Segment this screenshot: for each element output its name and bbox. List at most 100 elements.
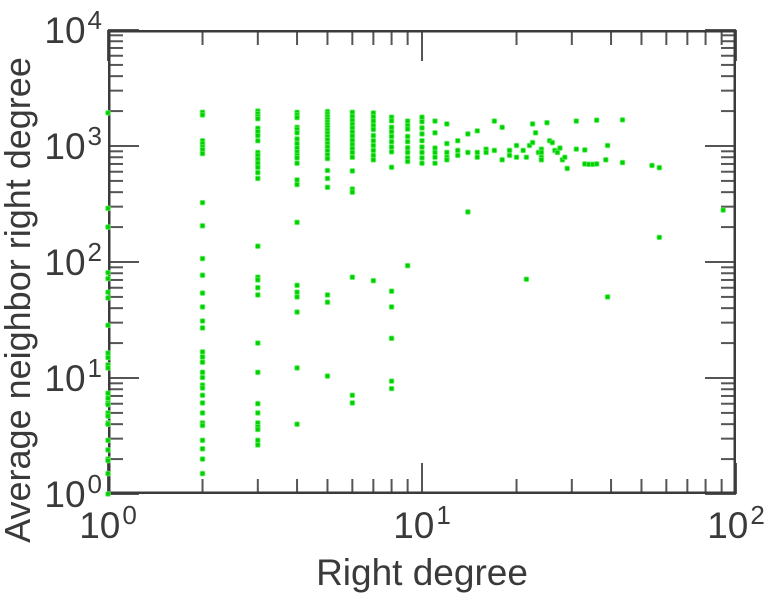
data-point <box>523 154 530 161</box>
data-point <box>324 299 331 306</box>
data-point <box>294 129 300 136</box>
data-point <box>294 155 300 161</box>
data-point <box>199 150 206 157</box>
data-point <box>255 426 261 433</box>
data-point <box>255 132 261 139</box>
data-point <box>388 133 395 140</box>
tick-label-exponent: 0 <box>87 469 102 499</box>
data-point <box>388 335 395 342</box>
data-point <box>499 157 505 163</box>
data-point <box>388 378 395 384</box>
data-point <box>105 354 111 361</box>
data-point <box>404 138 411 145</box>
data-point <box>474 154 481 161</box>
data-point <box>199 272 206 278</box>
data-point <box>388 117 395 124</box>
plot-canvas <box>105 29 737 497</box>
tick-label-exponent: 4 <box>87 5 102 35</box>
data-point <box>294 289 300 295</box>
data-point <box>432 149 438 156</box>
data-point <box>294 177 300 183</box>
data-point <box>370 137 377 144</box>
tick-label-exponent: 2 <box>750 500 764 530</box>
data-point <box>349 189 356 195</box>
data-point <box>349 149 356 156</box>
data-point <box>294 181 300 188</box>
data-point <box>199 112 206 118</box>
data-point <box>370 142 377 149</box>
data-point <box>294 282 300 289</box>
data-point <box>454 152 461 159</box>
data-point <box>370 118 377 124</box>
data-point <box>538 149 545 156</box>
data-point <box>419 114 425 121</box>
data-point <box>619 159 626 166</box>
data-point <box>105 421 111 427</box>
data-point <box>419 131 425 137</box>
data-point <box>349 168 356 174</box>
data-point <box>513 154 520 161</box>
data-point <box>544 119 550 126</box>
data-point <box>549 139 556 146</box>
data-point <box>388 164 395 171</box>
data-point <box>294 114 300 121</box>
y-tick-label: 104 <box>0 7 102 49</box>
data-point <box>294 136 300 142</box>
data-point <box>105 205 111 212</box>
data-point <box>523 276 530 283</box>
data-point <box>324 373 331 379</box>
tick-label-base: 10 <box>44 358 86 399</box>
data-point <box>404 144 411 151</box>
data-point <box>404 126 411 132</box>
data-point <box>324 167 331 174</box>
tick-label-base: 10 <box>44 474 86 515</box>
x-tick-label: 100 <box>79 502 137 544</box>
tick-label-base: 10 <box>44 126 86 167</box>
data-point <box>255 369 261 376</box>
data-point <box>349 274 356 280</box>
data-point <box>388 128 395 135</box>
data-point <box>199 354 206 360</box>
data-point <box>255 277 261 283</box>
data-point <box>491 118 498 124</box>
data-point <box>294 309 300 315</box>
data-point <box>388 385 395 392</box>
data-point <box>105 289 111 295</box>
data-point <box>419 160 425 167</box>
data-point <box>454 147 461 154</box>
data-point <box>105 457 111 464</box>
data-point <box>105 401 111 408</box>
data-point <box>432 154 438 161</box>
data-point <box>404 149 411 156</box>
data-point <box>419 144 425 150</box>
data-point <box>199 349 206 355</box>
data-point <box>199 470 206 477</box>
data-point <box>199 374 206 381</box>
data-point <box>294 160 300 167</box>
data-point <box>255 137 261 144</box>
data-point <box>419 149 425 156</box>
data-point <box>349 400 356 406</box>
data-point <box>656 164 663 171</box>
tick-label-exponent: 1 <box>87 353 102 383</box>
data-point <box>557 145 563 151</box>
data-point <box>294 421 300 427</box>
data-point <box>573 146 580 152</box>
data-point <box>294 294 300 300</box>
data-point <box>105 275 111 282</box>
data-point <box>444 140 450 147</box>
data-point <box>199 392 206 399</box>
tick-label-base: 10 <box>707 505 749 546</box>
data-point <box>388 304 395 310</box>
data-point <box>324 175 331 182</box>
data-point <box>529 139 536 146</box>
data-point <box>432 118 438 124</box>
tick-label-exponent: 1 <box>436 500 451 530</box>
x-axis-label: Right degree <box>316 552 528 593</box>
data-point <box>199 223 206 229</box>
data-point <box>370 152 377 159</box>
data-point <box>506 152 513 159</box>
data-point <box>105 437 111 444</box>
data-point <box>582 147 588 153</box>
data-point <box>388 149 395 155</box>
